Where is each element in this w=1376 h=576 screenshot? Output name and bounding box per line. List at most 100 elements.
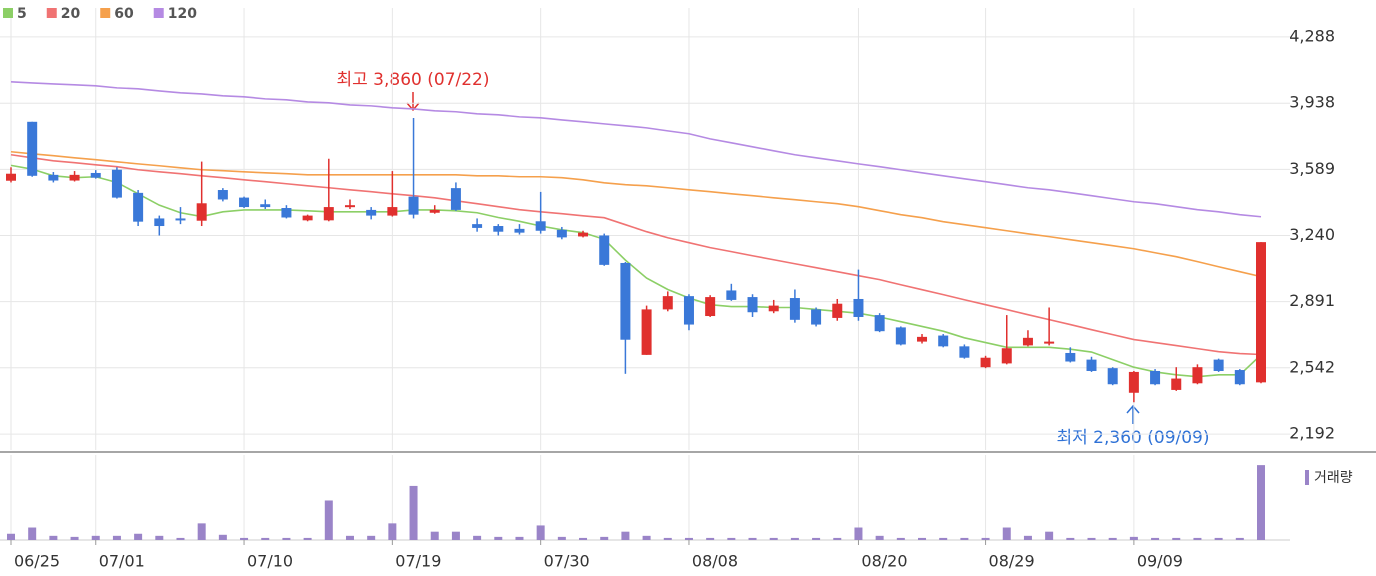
x-tick-label: 07/01 xyxy=(99,552,145,571)
volume-bar xyxy=(1193,537,1202,540)
volume-bar xyxy=(621,531,630,540)
volume-bar xyxy=(579,537,588,540)
volume-bar xyxy=(812,537,821,540)
candle-body xyxy=(1107,368,1118,385)
volume-bar xyxy=(324,500,333,540)
volume-bar xyxy=(1235,537,1244,540)
volume-bar xyxy=(388,523,397,540)
candle-body xyxy=(450,188,461,210)
candle-body xyxy=(387,207,398,216)
volume-bar xyxy=(896,537,905,540)
volume-bar xyxy=(1087,537,1096,540)
candle-body xyxy=(281,208,292,218)
volume-bar xyxy=(1257,465,1265,540)
volume-bar xyxy=(981,537,990,540)
x-tick-label: 06/25 xyxy=(14,552,60,571)
volume-bar xyxy=(134,533,143,540)
candle-body xyxy=(90,172,101,178)
legend-swatch xyxy=(46,8,57,18)
y-tick-label: 2,891 xyxy=(1289,291,1335,310)
volume-bar xyxy=(91,535,100,540)
volume-bar xyxy=(409,485,418,540)
volume-bar xyxy=(600,536,609,540)
volume-bar xyxy=(282,537,291,540)
candle-body xyxy=(747,297,758,313)
candle-body xyxy=(175,218,186,221)
candle-body xyxy=(641,309,652,355)
volume-bar xyxy=(70,536,79,540)
legend-swatch xyxy=(153,8,164,18)
high-arrow xyxy=(406,92,420,112)
candle-body xyxy=(1065,352,1076,362)
candle-body xyxy=(217,190,228,200)
volume-bar xyxy=(642,535,651,540)
y-tick-label: 3,938 xyxy=(1289,93,1335,112)
x-tick-label: 09/09 xyxy=(1137,552,1183,571)
candle-body xyxy=(69,174,80,181)
volume-bar xyxy=(1151,537,1160,540)
ma-line xyxy=(10,81,1262,218)
y-tick-label: 3,589 xyxy=(1289,159,1335,178)
candle-body xyxy=(1128,371,1139,393)
volume-bar xyxy=(1214,537,1223,540)
candle-body xyxy=(133,192,144,222)
candle-body xyxy=(344,205,355,208)
volume-bar xyxy=(7,533,15,540)
candle-body xyxy=(620,262,631,340)
candle-body xyxy=(1234,370,1245,385)
volume-bar xyxy=(303,537,312,540)
high-annotation: 최고 3,860 (07/22) xyxy=(336,70,489,90)
candle-body xyxy=(472,224,483,228)
volume-bar xyxy=(536,525,545,540)
candle-body xyxy=(705,297,716,317)
volume-bar xyxy=(1108,537,1117,540)
volume-bar xyxy=(790,537,799,540)
candle-body xyxy=(260,204,271,208)
candle-body xyxy=(895,327,906,345)
candle-body xyxy=(48,174,59,181)
volume-bar xyxy=(684,537,693,540)
candle-body xyxy=(683,296,694,325)
candle-body xyxy=(938,335,949,347)
candle-body xyxy=(1022,337,1033,346)
candle-body xyxy=(408,196,419,215)
volume-bar xyxy=(833,537,842,540)
candle-body xyxy=(662,296,673,310)
candle-body xyxy=(1086,359,1097,371)
legend-swatch xyxy=(100,8,111,18)
volume-bar xyxy=(748,537,757,540)
legend-label: 5 xyxy=(17,6,27,22)
candle-body xyxy=(811,309,822,325)
volume-bar xyxy=(918,537,927,540)
volume-bar xyxy=(1045,531,1054,540)
volume-bar xyxy=(727,537,736,540)
candle-body xyxy=(493,226,504,232)
candle-body xyxy=(6,173,16,181)
volume-bar xyxy=(218,534,227,540)
volume-bar xyxy=(197,523,206,540)
candle-body xyxy=(1171,378,1182,390)
candle-body xyxy=(599,235,610,265)
volume-bar xyxy=(706,537,715,540)
candle-body xyxy=(323,207,334,221)
volume-bar xyxy=(176,537,185,540)
candle-body xyxy=(154,218,165,227)
legend-label: 120 xyxy=(168,6,197,22)
low-annotation: 최저 2,360 (09/09) xyxy=(1056,428,1209,448)
candle-body xyxy=(556,229,567,238)
volume-bar xyxy=(49,535,58,540)
y-tick-label: 3,240 xyxy=(1289,225,1335,244)
candle-body xyxy=(789,298,800,320)
y-tick-label: 2,542 xyxy=(1289,357,1335,376)
candle-body xyxy=(1150,370,1161,385)
candle-body xyxy=(578,232,589,237)
candle-body xyxy=(980,357,991,368)
candle-body xyxy=(917,336,928,342)
volume-bar xyxy=(1023,535,1032,540)
x-tick-label: 07/30 xyxy=(544,552,590,571)
volume-legend-label: 거래량 xyxy=(1314,470,1353,486)
volume-bar xyxy=(430,531,439,540)
candle-body xyxy=(1213,359,1224,371)
volume-bar xyxy=(1129,536,1138,540)
